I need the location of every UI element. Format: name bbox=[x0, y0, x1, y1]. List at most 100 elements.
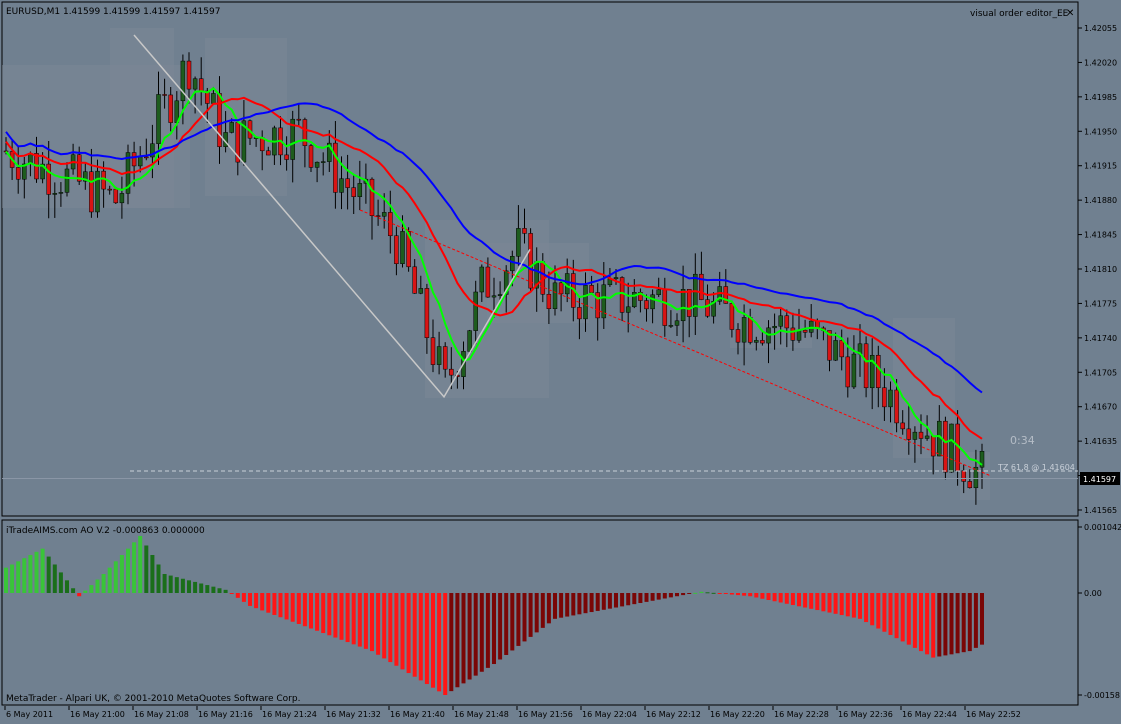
ao-bar bbox=[315, 593, 320, 631]
candle-body bbox=[802, 329, 808, 333]
ao-bar bbox=[431, 593, 435, 688]
ao-bar bbox=[357, 593, 362, 647]
candle-body bbox=[290, 118, 295, 160]
trend-line-dashed bbox=[359, 209, 991, 477]
ao-axis: 0.001042 0.00 -0.00158 bbox=[1078, 523, 1121, 700]
candle-body bbox=[674, 320, 680, 326]
candle-body bbox=[967, 481, 973, 489]
time-tick-label: 6 May 2011 bbox=[6, 710, 53, 719]
ao-bar bbox=[589, 593, 594, 613]
candle-body bbox=[479, 266, 485, 293]
ao-bar bbox=[150, 554, 155, 593]
time-tick-label: 16 May 22:36 bbox=[838, 710, 893, 719]
ao-bar bbox=[784, 593, 789, 604]
candle-body bbox=[808, 320, 814, 333]
candle-body bbox=[839, 340, 844, 358]
ao-bar bbox=[668, 593, 673, 598]
ao-bar bbox=[138, 535, 143, 593]
ao-bar bbox=[187, 580, 191, 593]
candle-body bbox=[485, 266, 491, 298]
candle-body bbox=[589, 285, 594, 293]
candle-body bbox=[113, 188, 119, 204]
candle-body bbox=[131, 152, 137, 167]
ao-bar bbox=[778, 593, 783, 603]
ao-bar bbox=[394, 593, 399, 666]
candle-body bbox=[619, 277, 625, 313]
ao-bar bbox=[4, 567, 8, 593]
candle-body bbox=[436, 346, 442, 365]
candle-body bbox=[583, 285, 588, 320]
candle-body bbox=[705, 299, 710, 317]
ao-bar bbox=[443, 593, 448, 695]
candle-body bbox=[22, 163, 27, 180]
candle-body bbox=[577, 307, 582, 320]
candle-body bbox=[979, 451, 985, 468]
candle-body bbox=[180, 60, 186, 102]
ma-blue-line bbox=[5, 102, 983, 394]
candle-body bbox=[906, 428, 912, 440]
ao-bar bbox=[790, 593, 795, 606]
candle-body bbox=[302, 119, 308, 146]
ao-bar bbox=[113, 561, 118, 593]
time-tick-label: 16 May 22:52 bbox=[966, 710, 1021, 719]
ao-bar bbox=[601, 593, 606, 610]
candle-body bbox=[424, 288, 430, 338]
ao-bar bbox=[864, 593, 869, 623]
ao-bar bbox=[241, 593, 246, 602]
ao-bar bbox=[656, 593, 661, 600]
ao-bar bbox=[28, 554, 33, 593]
candle-body bbox=[339, 178, 344, 193]
ao-bar bbox=[174, 577, 179, 593]
ao-bar bbox=[638, 593, 643, 604]
ao-histogram bbox=[4, 535, 984, 695]
ao-bar bbox=[400, 593, 405, 670]
candle-body bbox=[522, 228, 527, 234]
time-tick-label: 16 May 21:08 bbox=[134, 710, 189, 719]
candle-body bbox=[680, 289, 686, 322]
ao-bar bbox=[479, 593, 484, 672]
fractal-zones bbox=[2, 28, 990, 500]
candle-body bbox=[918, 431, 924, 439]
ao-bar bbox=[705, 592, 710, 594]
close-icon[interactable]: ✕ bbox=[1066, 8, 1074, 19]
price-tick-label: 1.41705 bbox=[1084, 368, 1117, 377]
candle-body bbox=[491, 295, 497, 298]
ao-bar bbox=[955, 593, 960, 654]
ao-bar bbox=[681, 593, 686, 596]
price-chart-panel[interactable] bbox=[1, 1, 1079, 517]
ao-panel-border bbox=[1, 519, 1079, 706]
ao-bar bbox=[52, 564, 57, 593]
ao-bar bbox=[540, 593, 545, 628]
time-axis: 6 May 2011 16 May 21:00 16 May 21:08 16 May… bbox=[4, 706, 1021, 719]
ao-bar bbox=[687, 593, 692, 594]
candle-body bbox=[119, 193, 125, 204]
candle-body bbox=[924, 435, 930, 439]
ao-bar bbox=[607, 593, 612, 609]
candle-body bbox=[473, 291, 478, 331]
ao-bar bbox=[650, 593, 655, 601]
time-tick-label: 16 May 22:04 bbox=[582, 710, 637, 719]
candle-body bbox=[400, 231, 405, 264]
ao-bar bbox=[22, 558, 27, 593]
ao-bar bbox=[504, 593, 509, 655]
ao-bar bbox=[260, 593, 265, 611]
candle-body bbox=[668, 325, 674, 327]
candle-body bbox=[150, 143, 155, 158]
candle-body bbox=[211, 93, 216, 104]
ao-bar bbox=[461, 593, 466, 684]
ao-bar bbox=[162, 573, 167, 593]
current-price-tag bbox=[1080, 472, 1120, 485]
ao-bar bbox=[797, 593, 801, 607]
ao-bar bbox=[180, 578, 185, 593]
bar-countdown: 0:34 bbox=[1010, 434, 1035, 447]
candle-body bbox=[308, 145, 314, 168]
ao-bar bbox=[168, 575, 173, 593]
ao-bar bbox=[333, 593, 338, 638]
time-tick-label: 16 May 21:00 bbox=[70, 710, 125, 719]
candle-body bbox=[430, 337, 436, 365]
ma-green-line bbox=[5, 86, 983, 466]
candle-body bbox=[83, 171, 88, 182]
ao-bar bbox=[553, 593, 557, 619]
candle-body bbox=[388, 212, 393, 237]
awesome-oscillator-panel[interactable] bbox=[1, 519, 1079, 706]
